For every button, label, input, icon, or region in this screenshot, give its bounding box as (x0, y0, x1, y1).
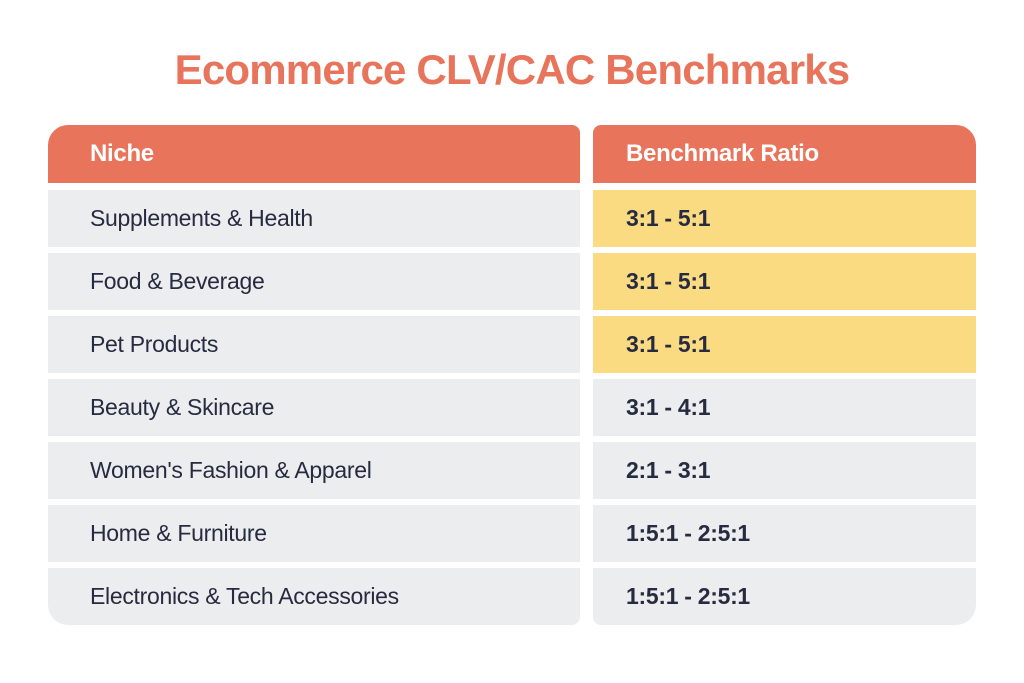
benchmark-ratio-cell: 3:1 - 5:1 (593, 190, 976, 247)
benchmark-ratio-cell: 3:1 - 5:1 (593, 253, 976, 310)
table-row: Food & Beverage 3:1 - 5:1 (48, 253, 976, 310)
benchmark-ratio-cell: 3:1 - 5:1 (593, 316, 976, 373)
table-row: Beauty & Skincare 3:1 - 4:1 (48, 379, 976, 436)
benchmark-ratio-cell: 3:1 - 4:1 (593, 379, 976, 436)
benchmark-ratio-cell: 1:5:1 - 2:5:1 (593, 505, 976, 562)
table-row: Home & Furniture 1:5:1 - 2:5:1 (48, 505, 976, 562)
niche-cell: Pet Products (48, 316, 580, 373)
niche-cell: Supplements & Health (48, 190, 580, 247)
benchmark-ratio-cell: 2:1 - 3:1 (593, 442, 976, 499)
niche-cell: Electronics & Tech Accessories (48, 568, 580, 625)
benchmark-ratio-cell: 1:5:1 - 2:5:1 (593, 568, 976, 625)
table-body: Supplements & Health 3:1 - 5:1 Food & Be… (48, 190, 976, 625)
table-row: Pet Products 3:1 - 5:1 (48, 316, 976, 373)
niche-cell: Home & Furniture (48, 505, 580, 562)
niche-cell: Women's Fashion & Apparel (48, 442, 580, 499)
niche-cell: Beauty & Skincare (48, 379, 580, 436)
benchmark-table: Niche Benchmark Ratio Supplements & Heal… (48, 125, 976, 631)
column-header-benchmark-ratio: Benchmark Ratio (593, 125, 976, 183)
page-title: Ecommerce CLV/CAC Benchmarks (174, 46, 851, 93)
niche-cell: Food & Beverage (48, 253, 580, 310)
table-row: Women's Fashion & Apparel 2:1 - 3:1 (48, 442, 976, 499)
column-header-niche: Niche (48, 125, 580, 183)
table-row: Electronics & Tech Accessories 1:5:1 - 2… (48, 568, 976, 625)
table-row: Supplements & Health 3:1 - 5:1 (48, 190, 976, 247)
table-header-row: Niche Benchmark Ratio (48, 125, 976, 183)
